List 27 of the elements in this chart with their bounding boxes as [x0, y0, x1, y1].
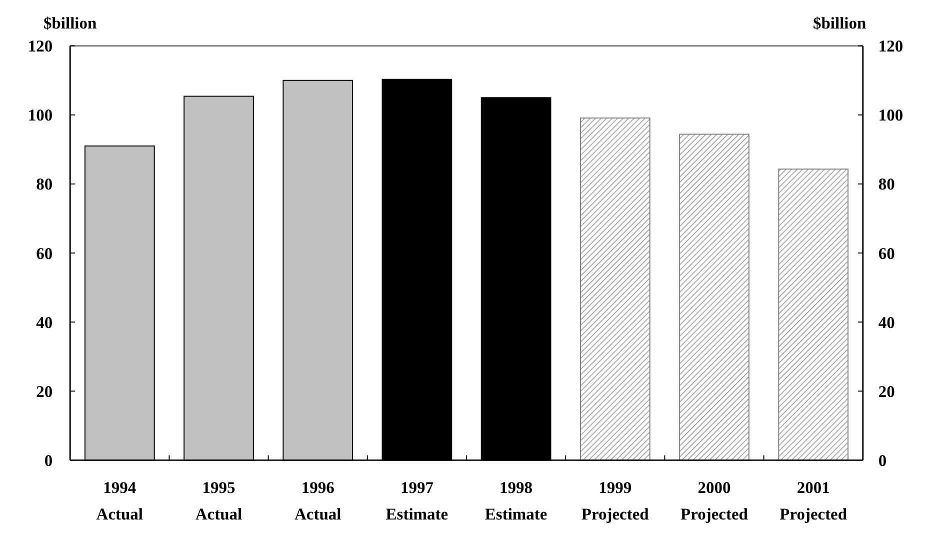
- y2-tick-label: 20: [878, 382, 895, 401]
- y2-tick-label: 80: [878, 174, 895, 194]
- x-tick-label: 1997 Estimate: [386, 478, 448, 524]
- bar: [679, 134, 750, 461]
- y2-tick-label: 120: [878, 36, 904, 56]
- bar: [778, 168, 849, 461]
- x-tick-label: 2000 Projected: [680, 478, 748, 524]
- y-tick-label: 100: [28, 106, 53, 125]
- y-tick-label: 80: [36, 174, 53, 194]
- y-tick-label: 60: [36, 244, 53, 263]
- x-tick-label: 2001 Projected: [780, 478, 848, 524]
- x-tick-label: 1995 Actual: [195, 478, 243, 524]
- x-tick-label: 1998 Estimate: [484, 478, 548, 524]
- y-tick-label: 40: [36, 312, 53, 332]
- y-tick-label: 120: [28, 36, 53, 56]
- y-tick-label: 0: [44, 450, 53, 470]
- x-tick-label: 1996 Actual: [294, 478, 342, 524]
- y2-tick-label: 100: [878, 106, 904, 125]
- x-tick-label: 1994 Actual: [96, 478, 144, 524]
- bar: [580, 118, 650, 461]
- y2-tick-label: 0: [878, 450, 887, 470]
- x-tick-label: 1999 Projected: [581, 478, 649, 524]
- y-tick-label: 20: [36, 382, 53, 401]
- y-axis-title: $billion: [44, 13, 97, 32]
- y2-tick-label: 60: [878, 244, 895, 263]
- y2-tick-label: 40: [878, 312, 895, 332]
- y2-axis-title: $billion: [813, 13, 866, 32]
